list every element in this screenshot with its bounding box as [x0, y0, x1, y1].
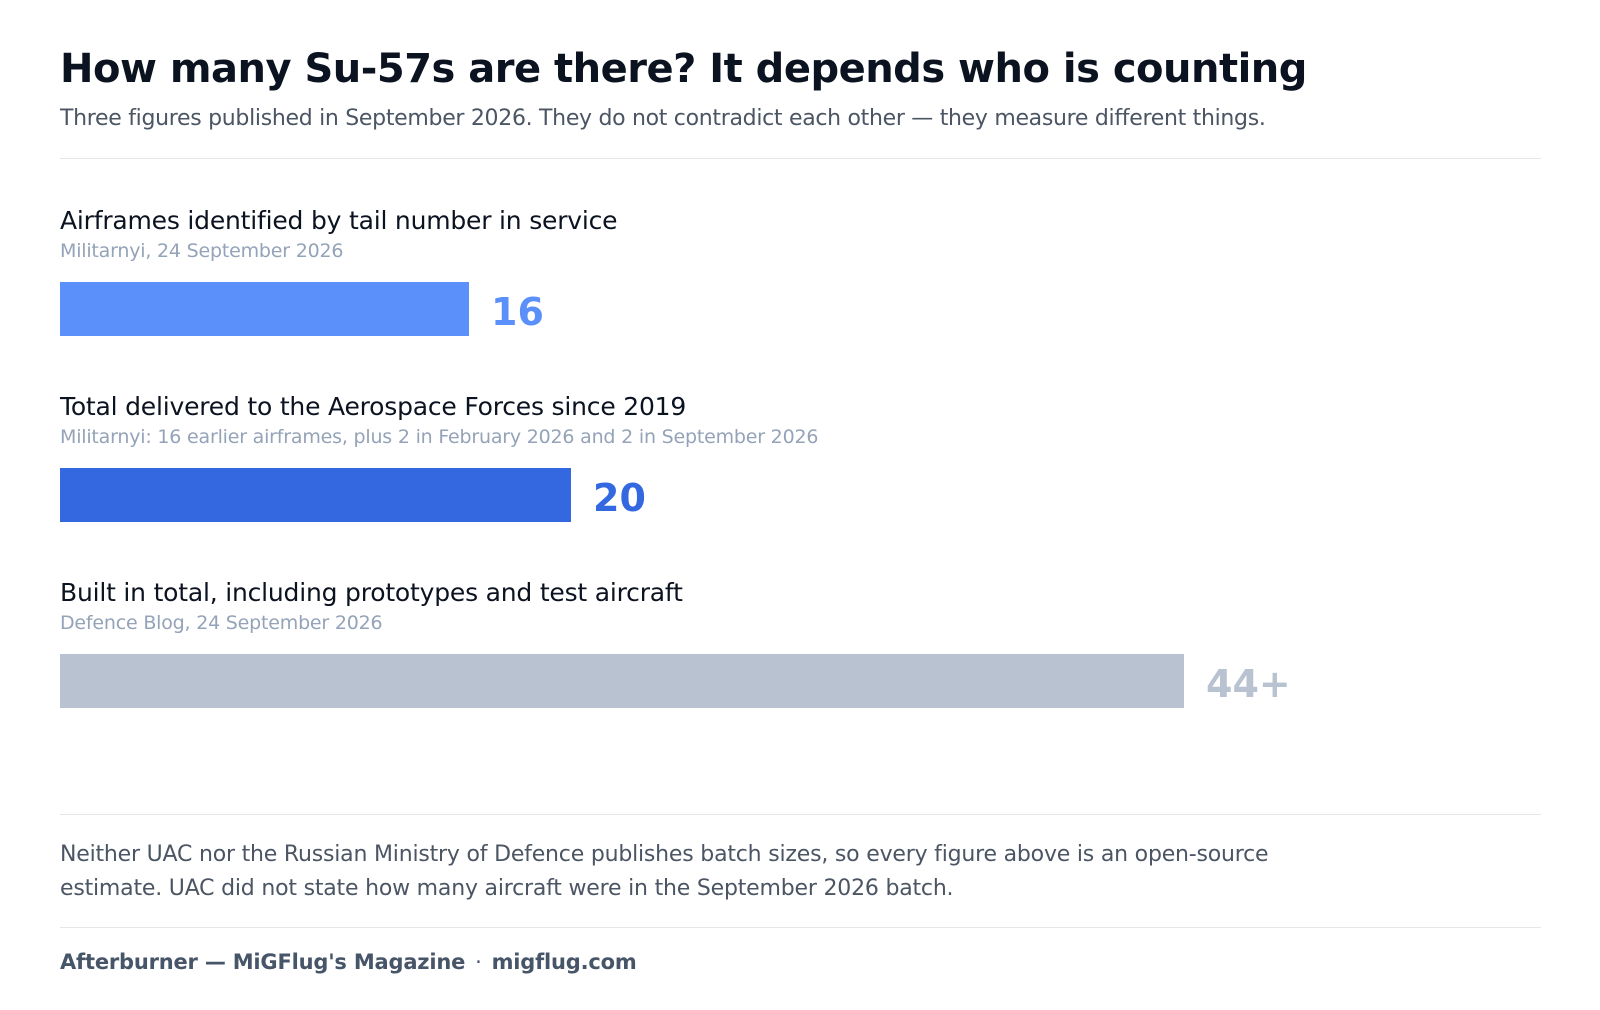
bar: [60, 282, 469, 336]
bar-row: Built in total, including prototypes and…: [60, 558, 1541, 708]
bar-source-label: Militarnyi: 16 earlier airframes, plus 2…: [60, 426, 819, 448]
footnote: Neither UAC nor the Russian Ministry of …: [60, 842, 1269, 901]
bar-category-label: Built in total, including prototypes and…: [60, 578, 683, 607]
bar-value-label: 20: [593, 476, 646, 520]
bar-value-label: 16: [491, 290, 544, 334]
bar-category-label: Total delivered to the Aerospace Forces …: [60, 392, 687, 421]
chart-title: How many Su-57s are there? It depends wh…: [60, 46, 1307, 92]
note-divider: [60, 814, 1541, 815]
bar-row: Total delivered to the Aerospace Forces …: [60, 372, 1541, 522]
bar-value-label: 44+: [1206, 662, 1291, 706]
publication-name: Afterburner — MiGFlug's Magazine: [60, 950, 466, 974]
footer-separator: ·: [475, 950, 482, 974]
site-link[interactable]: migflug.com: [491, 950, 637, 974]
header-divider: [60, 158, 1541, 159]
bar: [60, 654, 1184, 708]
bar-category-label: Airframes identified by tail number in s…: [60, 206, 618, 235]
footer-divider: [60, 927, 1541, 928]
bar-source-label: Militarnyi, 24 September 2026: [60, 240, 344, 262]
bar-chart: Airframes identified by tail number in s…: [60, 186, 1541, 746]
footer: Afterburner — MiGFlug's Magazine · migflug…: [60, 950, 637, 974]
chart-subtitle: Three figures published in September 202…: [60, 106, 1266, 131]
bar-source-label: Defence Blog, 24 September 2026: [60, 612, 383, 634]
bar: [60, 468, 571, 522]
bar-row: Airframes identified by tail number in s…: [60, 186, 1541, 336]
